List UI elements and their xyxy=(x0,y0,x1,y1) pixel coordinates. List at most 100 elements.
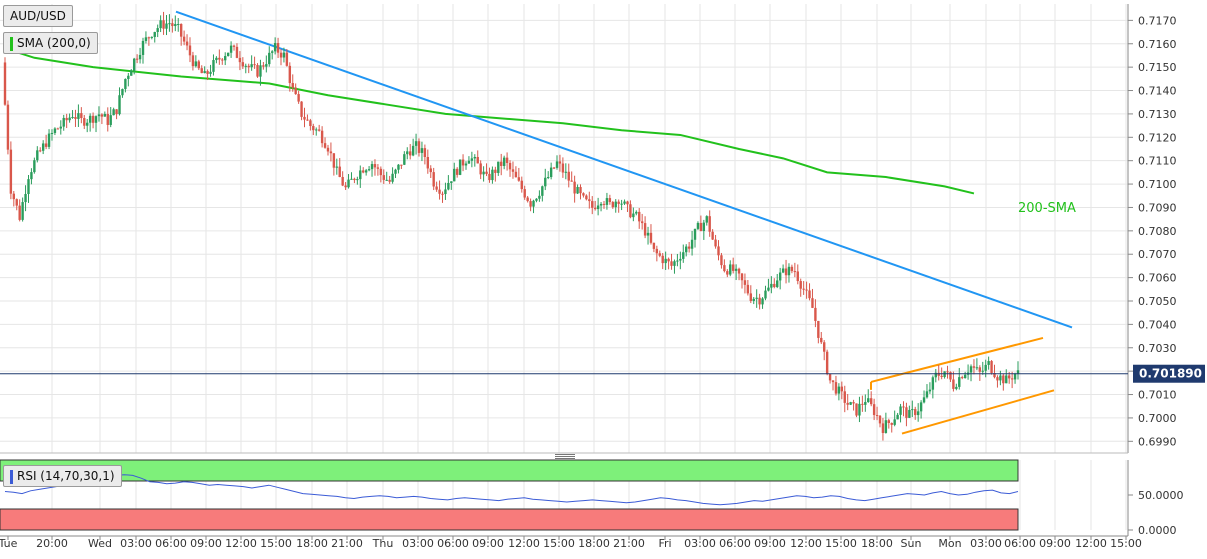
candle xyxy=(191,51,195,71)
candle xyxy=(397,164,400,174)
y-tick-label: 0.7110 xyxy=(1138,155,1177,168)
candle xyxy=(253,56,256,69)
candle xyxy=(194,55,198,68)
candle-body xyxy=(9,149,13,194)
candle-body xyxy=(802,288,805,290)
candle xyxy=(969,364,973,382)
candle-body xyxy=(552,167,556,169)
candle xyxy=(376,164,380,176)
candle-body xyxy=(350,178,353,180)
candle xyxy=(426,149,430,174)
candle xyxy=(1016,361,1020,380)
candle xyxy=(461,154,465,172)
candle xyxy=(300,101,303,121)
candle xyxy=(91,112,95,129)
candle-body xyxy=(605,198,609,205)
candle-body xyxy=(44,143,48,147)
candle xyxy=(262,62,265,70)
candle xyxy=(394,168,397,179)
candle-body xyxy=(623,201,626,204)
candle xyxy=(200,65,203,74)
candle-body xyxy=(508,162,512,170)
rsi-line xyxy=(4,474,1019,506)
candle-body xyxy=(303,116,306,120)
candle-body xyxy=(611,202,614,208)
candle-body xyxy=(476,156,479,164)
candle xyxy=(623,199,626,206)
y-tick-label: 0.7120 xyxy=(1138,131,1177,144)
candle-body xyxy=(226,52,230,57)
candle-body xyxy=(940,375,943,377)
candle xyxy=(323,137,327,149)
candle xyxy=(776,273,779,289)
candle xyxy=(814,299,817,328)
candle-body xyxy=(191,55,195,67)
candle xyxy=(758,293,761,310)
symbol-label[interactable]: AUD/USD xyxy=(3,5,73,27)
candle-body xyxy=(188,45,192,56)
candle xyxy=(1013,372,1017,384)
candle xyxy=(596,197,600,216)
candle-body xyxy=(288,65,292,84)
candle xyxy=(778,267,782,290)
candle-body xyxy=(978,367,982,372)
candle xyxy=(159,15,162,33)
candle-body xyxy=(549,167,553,178)
candle-body xyxy=(470,158,474,161)
candle-body xyxy=(353,178,356,181)
candle xyxy=(500,153,503,176)
candle-body xyxy=(86,122,89,126)
candle-body xyxy=(168,23,171,25)
candle xyxy=(39,147,42,153)
candle xyxy=(370,161,374,177)
candle-body xyxy=(359,170,362,180)
candle xyxy=(828,373,832,384)
rsi-indicator-label[interactable]: RSI (14,70,30,1) xyxy=(3,465,122,487)
candle xyxy=(890,422,893,433)
candle xyxy=(423,144,427,165)
candle-body xyxy=(573,181,576,194)
candle-body xyxy=(12,193,16,200)
candle-body xyxy=(165,23,168,29)
candle xyxy=(823,340,826,361)
candle-body xyxy=(397,164,400,170)
candle xyxy=(464,161,468,170)
candle-body xyxy=(570,180,573,182)
sma-indicator-label[interactable]: SMA (200,0) xyxy=(3,32,98,54)
candle-body xyxy=(773,283,776,288)
candle-body xyxy=(778,272,782,281)
candle xyxy=(185,34,189,51)
candle-body xyxy=(68,117,71,121)
candle-body xyxy=(232,45,236,47)
x-tick-label: 12:00 xyxy=(508,537,540,550)
candle xyxy=(359,165,362,188)
candle-body xyxy=(502,157,506,166)
candle-body xyxy=(414,141,418,146)
candle-body xyxy=(388,179,391,182)
candle-body xyxy=(734,268,738,271)
candle xyxy=(796,264,799,285)
candle xyxy=(955,383,958,391)
candle-body xyxy=(931,377,935,390)
x-tick-label: 12:00 xyxy=(790,537,822,550)
candle xyxy=(643,216,647,239)
candle xyxy=(285,49,289,67)
candle-body xyxy=(961,377,964,379)
candle xyxy=(693,228,697,248)
candle xyxy=(238,51,242,71)
candle xyxy=(690,230,694,256)
y-tick-label: 0.7050 xyxy=(1138,295,1177,308)
candle xyxy=(467,156,471,164)
candle xyxy=(743,273,747,294)
candle-body xyxy=(50,132,54,134)
candle xyxy=(705,215,708,226)
candle-body xyxy=(834,382,838,394)
candle-body xyxy=(532,200,535,207)
candle xyxy=(36,146,39,163)
x-tick-label: 12:00 xyxy=(1075,537,1107,550)
candle-body xyxy=(969,366,973,373)
candle-body xyxy=(884,420,888,433)
candle xyxy=(80,107,83,124)
candle-body xyxy=(790,266,794,272)
pane-splitter[interactable] xyxy=(555,453,575,460)
